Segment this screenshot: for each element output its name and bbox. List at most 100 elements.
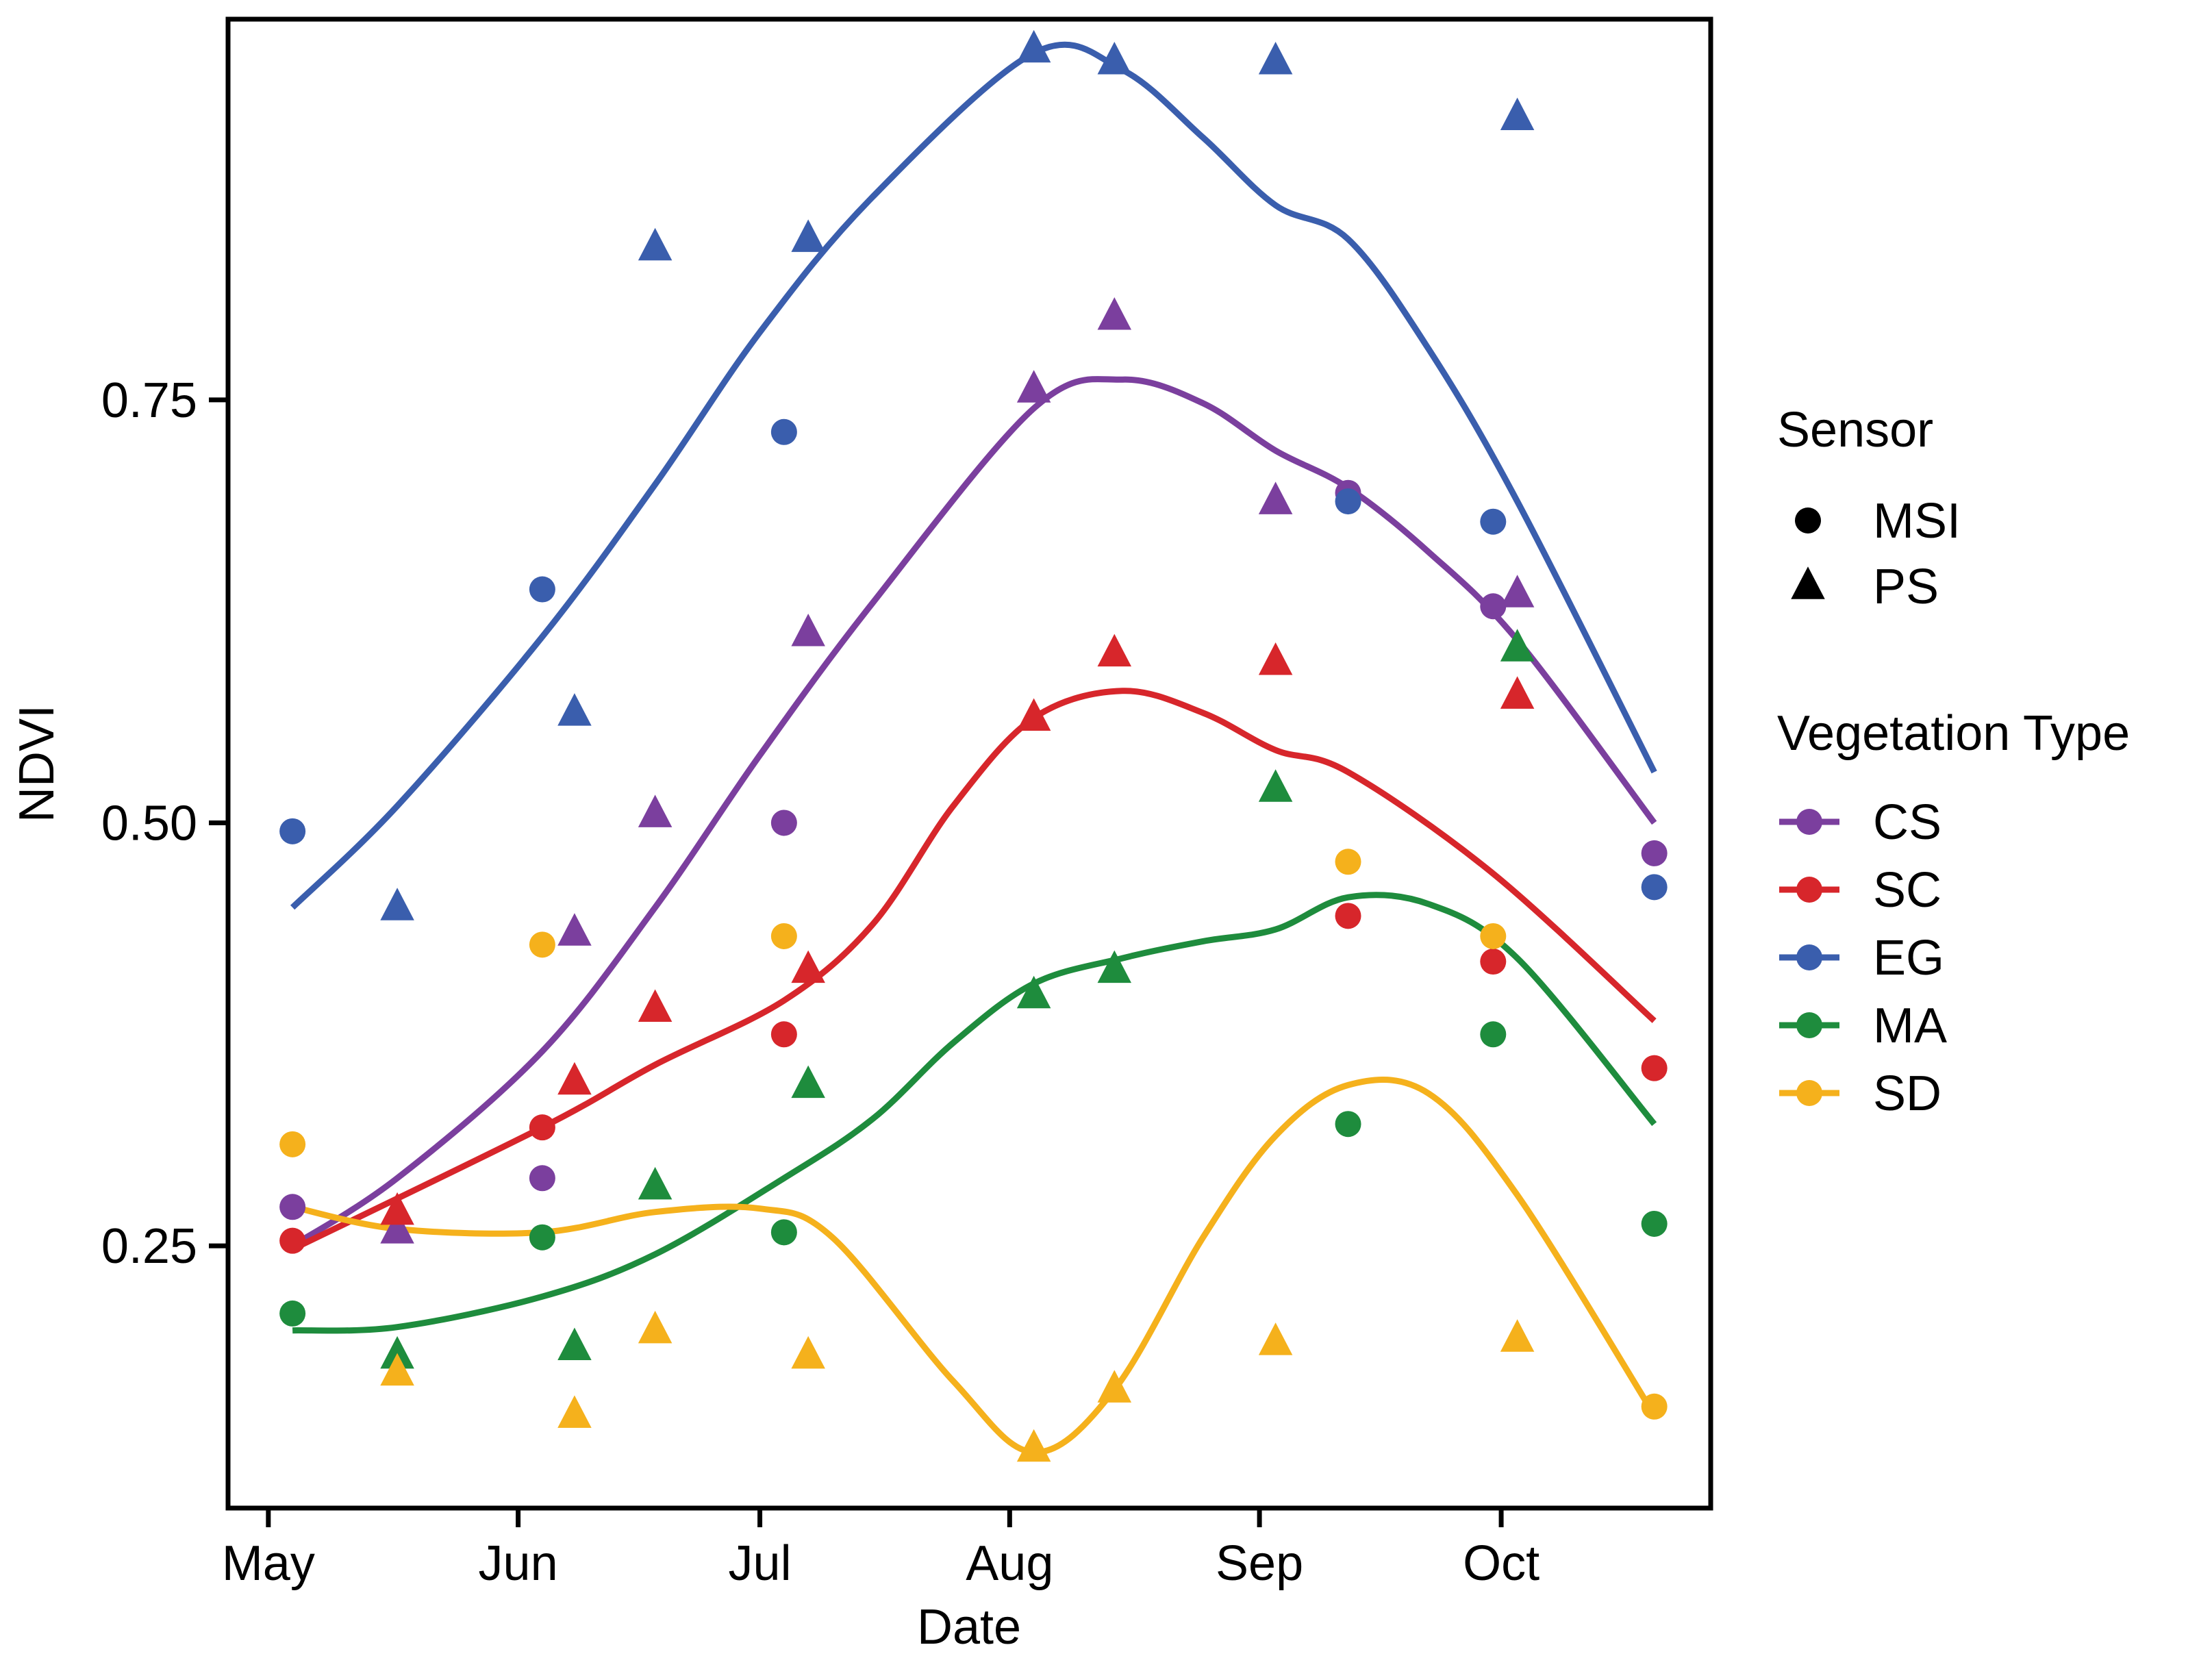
legend-sensor-item-ps: PS	[1791, 560, 1939, 614]
point-msi-sd-1	[529, 931, 555, 958]
legend-type-label-ma: MA	[1873, 999, 1947, 1053]
point-ps-sd-4	[1016, 1429, 1051, 1462]
y-tick-label-0: 0.25	[101, 1219, 197, 1274]
point-msi-ma-0	[279, 1300, 306, 1327]
point-ps-cs-0	[380, 1211, 414, 1244]
y-tick-label-1: 0.50	[101, 796, 197, 851]
point-msi-sc-0	[279, 1227, 306, 1254]
point-ps-cs-1	[557, 913, 592, 946]
point-msi-sd-0	[279, 1131, 306, 1157]
point-ps-sc-2	[638, 989, 673, 1022]
point-msi-eg-3	[1335, 488, 1361, 515]
legend-type-marker-ma	[1796, 1012, 1822, 1038]
smooth-line-ma	[292, 892, 1657, 1334]
point-ps-sc-5	[1097, 633, 1132, 667]
point-ps-cs-6	[1258, 481, 1293, 514]
point-msi-ma-5	[1641, 1210, 1668, 1237]
point-ps-ma-2	[638, 1166, 673, 1200]
legend-sensor-label: MSI	[1873, 494, 1961, 549]
legend-type-item-sc: SC	[1779, 863, 1941, 918]
plot-marks	[279, 29, 1668, 1462]
legend-sensor-circle-marker	[1795, 507, 1821, 534]
point-ps-sd-7	[1500, 1319, 1535, 1352]
legend-type-label-eg: EG	[1873, 931, 1944, 986]
y-axis-title: NDVI	[10, 705, 64, 823]
legend-sensor-triangle-marker	[1791, 566, 1825, 599]
x-tick-label-2: Jul	[729, 1536, 792, 1591]
x-tick-label-3: Aug	[966, 1536, 1053, 1591]
point-ps-sd-2	[638, 1310, 673, 1344]
point-msi-sd-2	[770, 923, 797, 949]
y-axis: 0.25 0.50 0.75	[101, 373, 226, 1274]
point-msi-sc-3	[1335, 903, 1361, 929]
legend-type-item-sd: SD	[1779, 1066, 1941, 1121]
point-msi-sc-1	[529, 1114, 555, 1141]
point-ps-sc-0	[380, 1192, 414, 1225]
x-tick-label-0: May	[222, 1536, 315, 1591]
legend-type-item-eg: EG	[1779, 931, 1944, 986]
point-ps-ma-6	[1258, 769, 1293, 802]
x-tick-label-4: Sep	[1216, 1536, 1303, 1591]
legend-type-label-cs: CS	[1873, 795, 1941, 850]
point-msi-eg-2	[770, 418, 797, 445]
legend-sensor-item-msi: MSI	[1795, 494, 1961, 549]
legend-types: CS SC EG MA SD	[1779, 795, 1947, 1121]
point-msi-sc-4	[1480, 949, 1507, 975]
x-axis: May Jun Jul Aug Sep Oct	[222, 1510, 1539, 1591]
point-ps-ma-4	[1016, 975, 1051, 1009]
point-msi-ma-3	[1335, 1111, 1361, 1138]
point-ps-eg-4	[1016, 29, 1051, 63]
legend-type-marker-sd	[1796, 1080, 1822, 1106]
point-msi-cs-1	[529, 1165, 555, 1192]
point-msi-eg-5	[1641, 874, 1668, 901]
point-ps-sc-3	[791, 950, 825, 983]
x-tick-label-1: Jun	[479, 1536, 558, 1591]
smooth-line-sc	[291, 688, 1657, 1253]
point-ps-sd-1	[557, 1395, 592, 1428]
x-axis-title: Date	[917, 1600, 1021, 1655]
legend-type-label-sd: SD	[1873, 1066, 1941, 1121]
point-msi-ma-2	[770, 1219, 797, 1246]
point-ps-sd-5	[1097, 1370, 1132, 1403]
point-ps-eg-2	[638, 227, 673, 261]
point-ps-eg-6	[1258, 42, 1293, 75]
point-msi-eg-4	[1480, 508, 1507, 535]
point-ps-cs-7	[1500, 575, 1535, 607]
legend-type-marker-cs	[1796, 809, 1822, 835]
point-ps-ma-1	[557, 1327, 592, 1361]
smooth-line-sd	[292, 1077, 1657, 1455]
legend-sensor-label: PS	[1873, 560, 1939, 614]
point-ps-eg-0	[380, 888, 414, 920]
point-msi-sd-5	[1641, 1393, 1668, 1420]
point-ps-ma-0	[380, 1335, 414, 1369]
point-msi-cs-2	[770, 810, 797, 836]
point-ps-cs-2	[638, 794, 673, 827]
point-msi-sd-3	[1335, 849, 1361, 875]
point-ps-cs-4	[1016, 370, 1051, 403]
point-ps-sd-6	[1258, 1322, 1293, 1355]
smooth-line-cs	[290, 376, 1657, 1249]
point-ps-eg-3	[791, 219, 825, 252]
legend-type-marker-sc	[1796, 877, 1822, 903]
point-ps-ma-5	[1097, 950, 1132, 983]
point-ps-ma-7	[1500, 629, 1535, 662]
point-msi-ma-1	[529, 1224, 555, 1251]
plot-frame	[225, 16, 1713, 1511]
point-ps-sc-1	[557, 1062, 592, 1095]
point-msi-cs-4	[1480, 593, 1507, 620]
point-ps-sd-3	[791, 1335, 825, 1369]
point-msi-cs-0	[279, 1194, 306, 1220]
point-ps-sc-6	[1258, 642, 1293, 675]
point-msi-sd-4	[1480, 923, 1507, 949]
point-msi-cs-5	[1641, 840, 1668, 866]
point-msi-eg-1	[529, 576, 555, 603]
point-msi-eg-0	[279, 818, 306, 844]
point-ps-sd-0	[380, 1353, 414, 1386]
legend-type-title: Vegetation Type	[1777, 706, 2130, 761]
legend-type-item-cs: CS	[1779, 795, 1941, 850]
point-msi-sc-2	[770, 1021, 797, 1048]
point-ps-cs-3	[791, 614, 825, 647]
legend-sensor-title: Sensor	[1777, 403, 1933, 457]
point-ps-sc-7	[1500, 676, 1535, 709]
